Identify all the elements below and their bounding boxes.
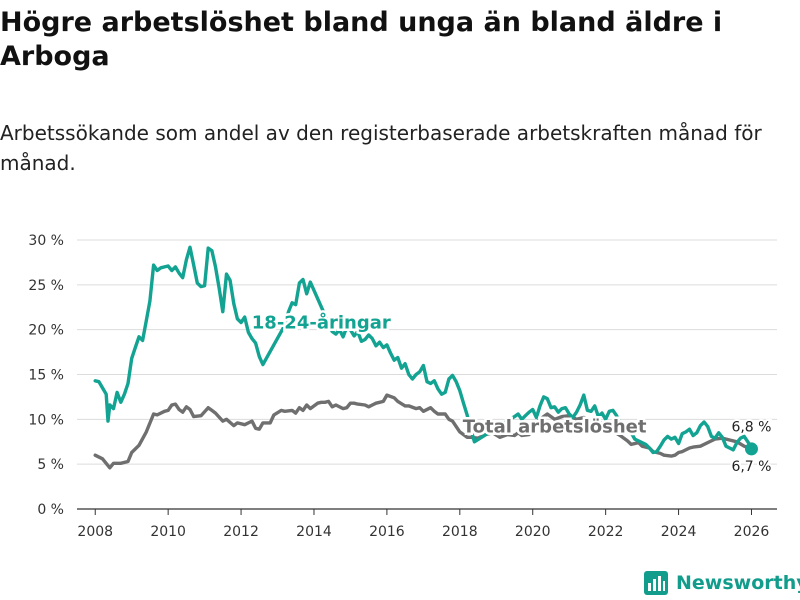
x-tick-label: 2012 xyxy=(223,524,259,540)
chart-title: Högre arbetslöshet bland unga än bland ä… xyxy=(0,7,723,72)
y-tick-label: 25 % xyxy=(28,278,64,294)
line-chart: 0 % 5 % 10 % 15 % 20 % 25 % 30 % 2008 2010 2012 20… xyxy=(28,233,777,540)
x-tick-label: 2016 xyxy=(369,524,405,540)
x-tick-label: 2024 xyxy=(661,524,697,540)
x-tick-label: 2010 xyxy=(150,524,186,540)
series-label-total: Total arbetslöshet xyxy=(463,417,647,438)
end-point-marker xyxy=(744,442,758,456)
y-tick-label: 30 % xyxy=(28,233,64,249)
series-label-youth: 18-24-åringar xyxy=(252,312,391,334)
value-label-youth-latest: 6,8 % xyxy=(731,420,771,436)
x-tick-label: 2026 xyxy=(734,524,770,540)
brand-name: Newsworthy xyxy=(676,572,800,594)
x-tick-label: 2014 xyxy=(296,524,332,540)
series-line-youth xyxy=(93,245,754,455)
y-tick-label: 0 % xyxy=(37,502,64,518)
x-tick-label: 2008 xyxy=(77,524,113,540)
axes: 0 % 5 % 10 % 15 % 20 % 25 % 30 % 2008 2010 2012 20… xyxy=(28,233,769,540)
series-lines xyxy=(93,245,758,470)
newsworthy-bar-chart-icon xyxy=(644,571,668,595)
x-tick-label: 2022 xyxy=(588,524,624,540)
x-tick-label: 2018 xyxy=(442,524,478,540)
chart-subtitle: Arbetssökande som andel av den registerb… xyxy=(0,121,762,175)
x-tick-label: 2020 xyxy=(515,524,551,540)
series-line-total xyxy=(93,393,754,470)
value-label-total-latest: 6,7 % xyxy=(731,459,771,475)
y-tick-label: 15 % xyxy=(28,368,64,384)
grid xyxy=(77,239,777,510)
y-tick-label: 5 % xyxy=(37,457,64,473)
newsworthy-brand[interactable]: Newsworthy xyxy=(644,568,800,598)
annotations: 18-24-åringar Total arbetslöshet 6,8 % 6,7 … xyxy=(249,309,773,477)
y-tick-label: 10 % xyxy=(28,412,64,428)
y-tick-label: 20 % xyxy=(28,323,64,339)
